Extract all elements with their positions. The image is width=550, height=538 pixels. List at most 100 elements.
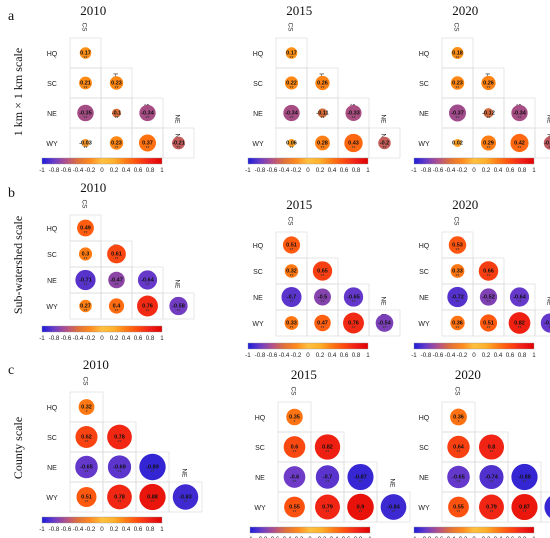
correlation-value: -0.03: [79, 141, 92, 147]
colorbar-tick-label: -0.6: [267, 167, 278, 174]
colorbar-tick-label: -1: [245, 167, 251, 174]
colorbar-tick-label: -0.6: [433, 167, 444, 174]
colorbar-tick-label: 0: [100, 526, 104, 533]
significance-mark: **: [184, 500, 188, 506]
correlation-circle: [510, 133, 529, 153]
panel-year: 2010: [80, 3, 106, 18]
column-header-label: NE: [546, 296, 550, 306]
significance-mark: **: [151, 470, 155, 476]
significance-mark: **: [352, 146, 356, 152]
correlation-circle: [479, 494, 504, 520]
correlation-value: -0.71: [79, 278, 92, 284]
significance-mark: **: [518, 300, 522, 306]
colorbar-tick-label: 1: [366, 352, 370, 359]
correlation-circle: [285, 47, 298, 59]
correlation-value: 0.51: [483, 321, 494, 327]
row-label: SC: [419, 81, 429, 88]
correlation-value: -0.34: [141, 111, 154, 117]
panel-a-2010: 2010CSHQ0.17**HQSC0.21**0.23**SCNE-0.35*…: [39, 3, 195, 174]
significance-mark: **: [549, 146, 550, 152]
significance-mark: **: [523, 510, 527, 516]
significance-mark: **: [290, 146, 294, 152]
significance-mark: **: [321, 326, 325, 332]
row-label: WY: [46, 495, 58, 502]
correlation-value: -0.87: [354, 475, 367, 481]
significance-mark: **: [293, 510, 297, 516]
correlation-value: 0.65: [317, 269, 328, 275]
correlation-value: 0.49: [80, 226, 91, 232]
correlation-circle: [483, 108, 494, 118]
correlation-value: -0.12: [482, 111, 495, 117]
correlation-circle: [343, 312, 364, 334]
correlation-circle: [284, 316, 299, 330]
correlation-circle: [75, 425, 98, 449]
colorbar-tick-label: 0.6: [134, 167, 143, 174]
colorbar-tick-label: -0.6: [433, 536, 444, 538]
colorbar-tick-label: -0.2: [457, 536, 468, 538]
correlation-value: -0.65: [544, 321, 550, 327]
correlation-circle: [78, 399, 95, 415]
correlation-circle: [78, 247, 93, 261]
colorbar-tick-label: 0.8: [146, 526, 155, 533]
correlation-value: 0.18: [452, 51, 463, 57]
correlation-value: -0.33: [347, 111, 360, 117]
matrix-cell: [368, 309, 401, 337]
correlation-value: -0.64: [141, 278, 154, 284]
correlation-circle: [448, 104, 467, 122]
row-label: SC: [255, 445, 265, 452]
row-label: HQ: [47, 405, 58, 412]
correlation-circle: [137, 270, 158, 290]
colorbar-tick-label: 0.8: [518, 167, 527, 174]
row-letter: b: [8, 186, 15, 201]
correlation-value: 0.33: [452, 269, 463, 275]
correlation-circle: [315, 494, 340, 520]
column-header-label: NE: [174, 279, 181, 289]
colorbar-tick-label: 1: [532, 352, 536, 359]
correlation-value: 0.88: [147, 495, 158, 501]
correlation-circle: [172, 484, 199, 510]
colorbar-tick-label: -1: [411, 536, 417, 538]
matrix-cell: [376, 491, 411, 523]
correlation-circle: [544, 496, 550, 518]
correlation-value: -0.83: [179, 495, 192, 501]
correlation-circle: [137, 295, 158, 317]
row-label: WY: [252, 141, 264, 148]
correlation-circle: [107, 455, 132, 479]
correlation-value: 0.8: [488, 445, 496, 451]
significance-mark: **: [487, 326, 491, 332]
correlation-circle: [139, 453, 166, 481]
colorbar-tick-label: 0.4: [328, 352, 337, 359]
significance-mark: **: [85, 440, 89, 446]
significance-mark: **: [290, 300, 294, 306]
row-label: NE: [255, 475, 265, 482]
column-header-label: CS: [454, 386, 461, 396]
correlation-circle: [450, 408, 467, 426]
correlation-value: 0.23: [452, 81, 463, 87]
correlation-circle: [481, 75, 496, 91]
colorbar-tick-label: -0.8: [421, 167, 432, 174]
row-label: SC: [253, 81, 263, 88]
correlation-value: 0.26: [317, 81, 328, 87]
correlation-value: -0.23: [544, 141, 550, 147]
correlation-value: -0.1: [112, 111, 121, 117]
correlation-circle: [79, 47, 92, 59]
correlation-circle: [450, 315, 465, 331]
row-label: NE: [419, 475, 429, 482]
row-label: HQ: [419, 51, 430, 58]
panel-b-2010: 2010CSHQ0.49**HQSC0.3**0.61**SCNE-0.71**…: [39, 180, 195, 342]
correlation-value: 0.62: [81, 435, 92, 441]
correlation-circle: [378, 136, 391, 150]
row-label: WY: [46, 304, 58, 311]
significance-mark: **: [85, 470, 89, 476]
colorbar-tick-label: -0.6: [61, 167, 72, 174]
colorbar-tick-label: 0: [472, 352, 476, 359]
correlation-circle: [447, 435, 470, 459]
row-letter: a: [8, 9, 15, 24]
panel-c-2010: 2010CSHQ0.32*HQSC0.62**0.78**SCNE-0.65**…: [39, 357, 203, 533]
significance-mark: **: [84, 283, 88, 289]
correlation-value: 0.82: [322, 445, 333, 451]
colorbar: [413, 342, 535, 350]
colorbar-tick-label: -0.2: [457, 352, 468, 359]
correlation-circle: [479, 288, 498, 306]
